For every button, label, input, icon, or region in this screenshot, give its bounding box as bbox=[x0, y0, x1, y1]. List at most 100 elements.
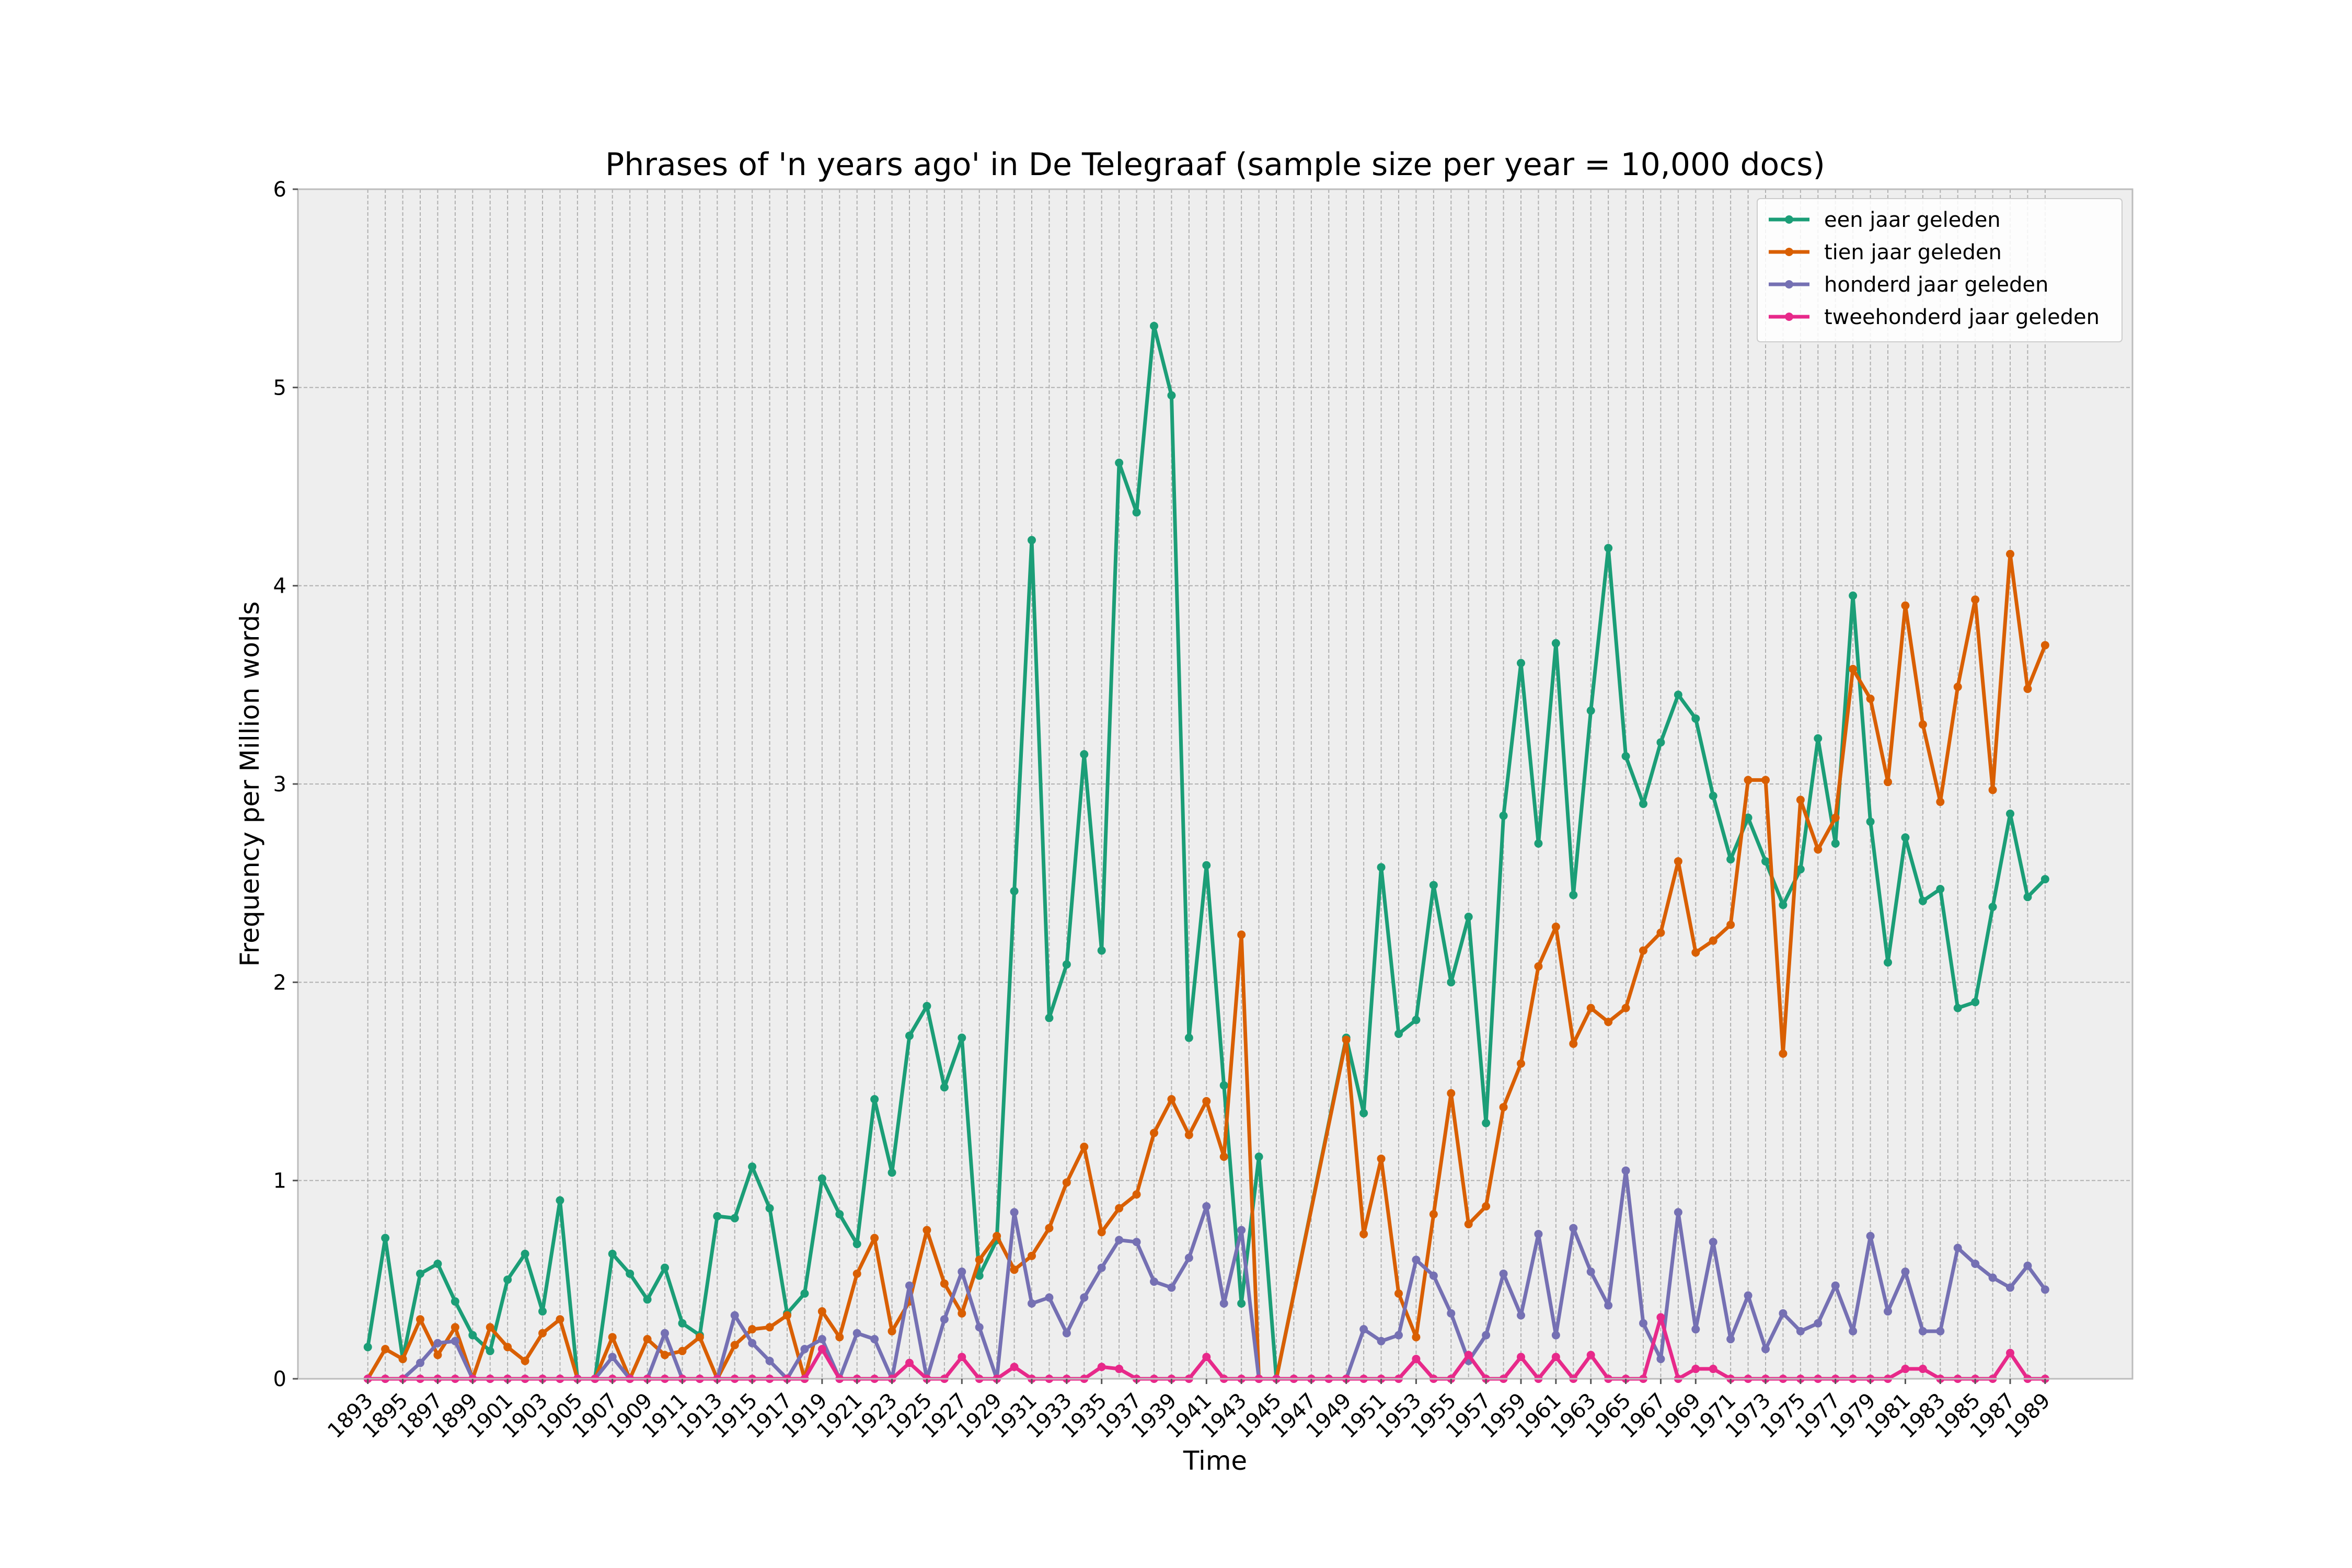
data-point bbox=[765, 1323, 774, 1332]
data-point bbox=[1761, 776, 1770, 785]
data-point bbox=[1709, 1365, 1717, 1374]
data-point bbox=[1621, 1166, 1630, 1175]
data-point bbox=[800, 1289, 809, 1298]
data-point bbox=[958, 1309, 966, 1318]
series-line bbox=[366, 324, 2047, 1381]
data-point bbox=[852, 1269, 861, 1278]
data-point bbox=[1115, 1204, 1124, 1213]
data-point bbox=[1534, 962, 1543, 971]
data-point bbox=[817, 1174, 826, 1183]
data-point bbox=[1814, 734, 1823, 743]
data-point bbox=[923, 1001, 931, 1010]
data-point bbox=[1184, 1253, 1193, 1262]
legend-marker bbox=[1785, 248, 1793, 256]
data-point bbox=[486, 1346, 494, 1355]
series-1 bbox=[363, 321, 2049, 1383]
data-point bbox=[1901, 1365, 1910, 1374]
data-point bbox=[521, 1356, 529, 1365]
data-point bbox=[1884, 1307, 1892, 1316]
y-tick-label: 4 bbox=[273, 574, 286, 598]
data-point bbox=[1691, 1325, 1700, 1334]
data-point bbox=[1412, 1333, 1421, 1342]
data-point bbox=[1639, 1319, 1647, 1328]
data-point bbox=[1045, 1224, 1054, 1232]
data-point bbox=[1499, 811, 1508, 820]
legend-marker bbox=[1785, 215, 1793, 224]
data-point bbox=[730, 1341, 739, 1350]
data-point bbox=[1517, 1311, 1525, 1320]
data-point bbox=[1831, 813, 1840, 822]
data-point bbox=[1953, 683, 1962, 691]
data-point bbox=[1482, 1202, 1491, 1210]
data-point bbox=[1132, 508, 1141, 517]
data-point bbox=[1184, 1131, 1193, 1139]
data-point bbox=[1150, 321, 1158, 330]
data-point bbox=[1482, 1331, 1491, 1340]
data-point bbox=[1394, 1029, 1403, 1038]
data-point bbox=[1639, 946, 1647, 955]
data-point bbox=[1551, 1331, 1560, 1340]
data-point bbox=[923, 1226, 931, 1235]
data-point bbox=[1534, 1230, 1543, 1239]
data-point bbox=[451, 1297, 459, 1306]
data-point bbox=[1132, 1190, 1141, 1199]
data-point bbox=[1988, 903, 1997, 912]
legend-label: een jaar geleden bbox=[1824, 208, 2001, 232]
data-point bbox=[730, 1311, 739, 1320]
data-point bbox=[1237, 1226, 1246, 1235]
data-point bbox=[1779, 1049, 1788, 1058]
data-point bbox=[765, 1204, 774, 1213]
data-point bbox=[1709, 936, 1717, 945]
data-point bbox=[643, 1295, 652, 1304]
data-point bbox=[1691, 1365, 1700, 1374]
data-point bbox=[608, 1333, 617, 1342]
data-point bbox=[1097, 1363, 1106, 1371]
data-point bbox=[730, 1214, 739, 1223]
data-point bbox=[748, 1325, 757, 1334]
data-point bbox=[1167, 1095, 1176, 1104]
data-point bbox=[1761, 857, 1770, 866]
data-point bbox=[678, 1346, 687, 1355]
data-point bbox=[765, 1356, 774, 1365]
data-point bbox=[1849, 591, 1858, 600]
data-point bbox=[975, 1323, 984, 1332]
data-point bbox=[993, 1231, 1001, 1240]
data-point bbox=[538, 1307, 547, 1316]
data-point bbox=[1184, 1033, 1193, 1042]
data-point bbox=[1202, 1202, 1211, 1210]
data-point bbox=[2006, 549, 2014, 558]
data-point bbox=[1447, 978, 1456, 987]
data-point bbox=[1639, 799, 1647, 808]
data-point bbox=[905, 1358, 914, 1367]
data-point bbox=[1709, 1238, 1717, 1247]
y-tick-label: 1 bbox=[273, 1169, 286, 1193]
data-point bbox=[1866, 817, 1875, 826]
data-point bbox=[1744, 813, 1753, 822]
data-point bbox=[940, 1315, 949, 1324]
data-point bbox=[1814, 845, 1823, 854]
data-point bbox=[451, 1323, 459, 1332]
data-point bbox=[451, 1336, 459, 1345]
data-point bbox=[1377, 1336, 1386, 1345]
data-point bbox=[817, 1307, 826, 1316]
data-point bbox=[1377, 863, 1386, 872]
data-point bbox=[1988, 1273, 1997, 1282]
data-point bbox=[1674, 857, 1682, 866]
data-point bbox=[1918, 1327, 1927, 1335]
data-point bbox=[1656, 738, 1665, 747]
y-tick-label: 6 bbox=[273, 178, 286, 202]
data-point bbox=[905, 1281, 914, 1290]
data-point bbox=[1901, 601, 1910, 610]
data-point bbox=[1726, 920, 1735, 929]
data-point bbox=[2040, 641, 2049, 650]
legend: een jaar geleden tien jaar geleden honderd… bbox=[1757, 198, 2123, 342]
data-point bbox=[1045, 1013, 1054, 1022]
data-point bbox=[1884, 778, 1892, 787]
data-point bbox=[1621, 1004, 1630, 1012]
data-point bbox=[1080, 750, 1089, 759]
data-point bbox=[2023, 893, 2032, 902]
data-point bbox=[1709, 791, 1717, 800]
legend-label: honderd jaar geleden bbox=[1824, 273, 2048, 297]
data-point bbox=[2023, 684, 2032, 693]
data-point bbox=[363, 1343, 372, 1352]
